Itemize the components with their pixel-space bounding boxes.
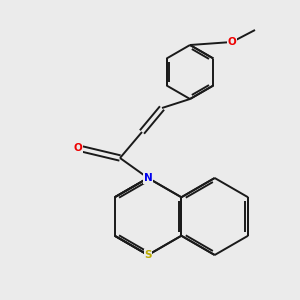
Text: S: S [144,250,152,260]
Text: O: O [228,37,236,47]
Text: N: N [144,173,152,183]
Text: O: O [74,143,82,153]
